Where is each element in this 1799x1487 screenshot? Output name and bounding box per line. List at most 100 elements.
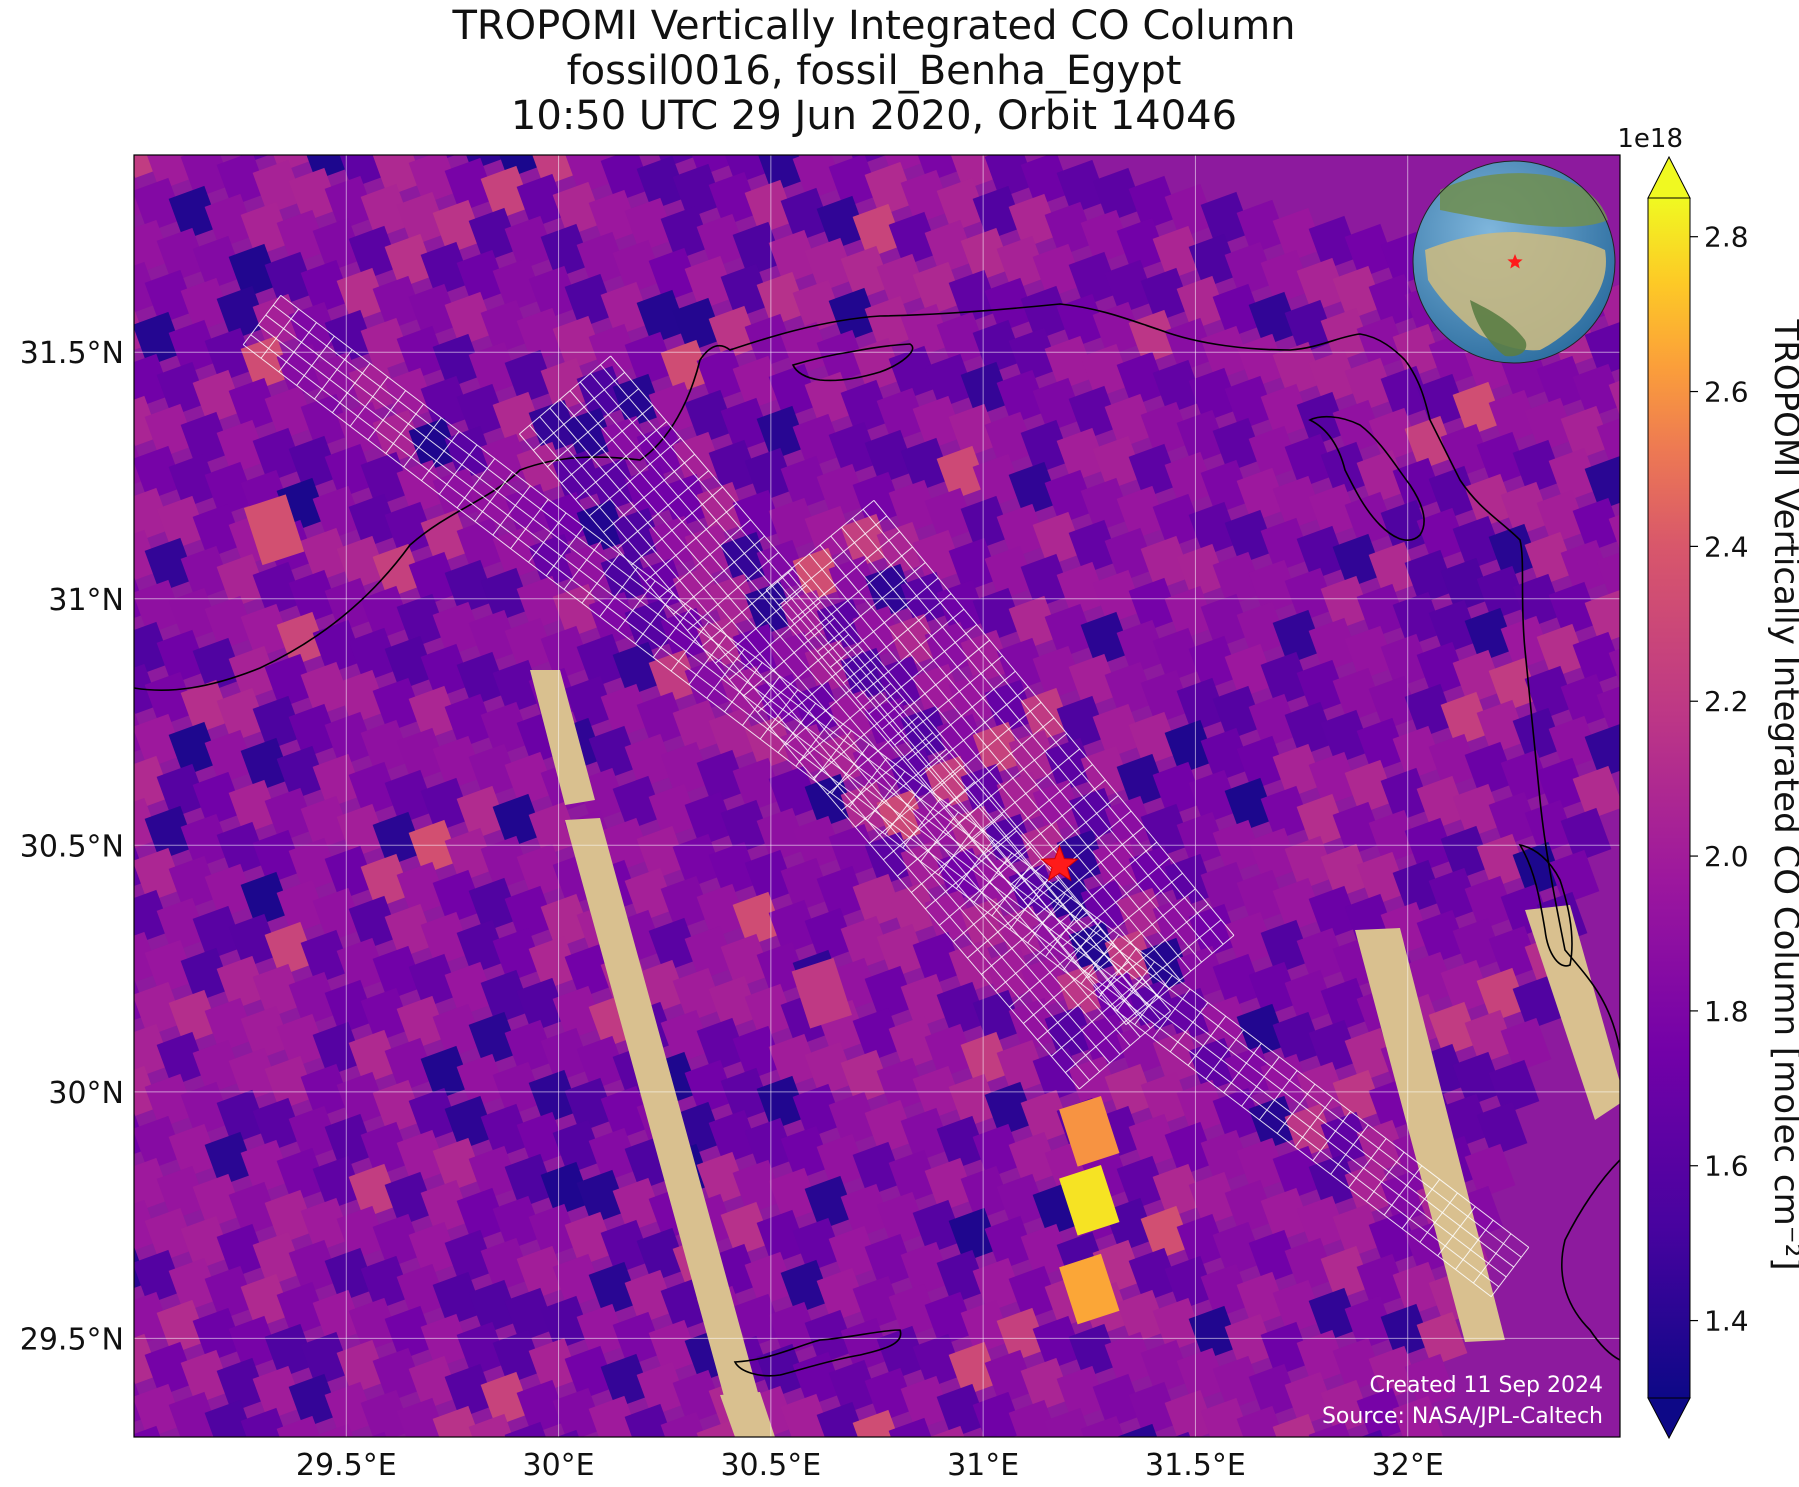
co-pixel <box>468 341 520 397</box>
co-pixel <box>756 1343 808 1399</box>
co-pixel <box>457 1456 508 1487</box>
co-pixel <box>624 733 676 789</box>
co-pixel <box>288 435 340 491</box>
co-pixel <box>1392 859 1444 915</box>
co-pixel <box>1200 727 1252 783</box>
co-pixel <box>684 925 736 981</box>
co-pixel <box>1500 615 1552 671</box>
co-pixel <box>1236 467 1288 523</box>
co-pixel <box>324 175 376 231</box>
co-pixel <box>1128 175 1180 231</box>
co-pixel <box>504 1421 556 1437</box>
co-pixel <box>444 1095 496 1151</box>
co-pixel <box>204 729 256 785</box>
co-pixel <box>624 197 676 253</box>
co-pixel <box>276 209 328 265</box>
co-pixel <box>1212 685 1264 741</box>
co-pixel <box>720 1067 772 1123</box>
co-pixel <box>1452 1051 1504 1107</box>
footprint-mesh <box>519 355 1171 1090</box>
co-pixel <box>924 353 976 409</box>
co-pixel <box>384 1037 436 1093</box>
co-pixel <box>372 275 424 331</box>
co-pixel <box>1176 945 1228 1001</box>
co-pixel <box>1476 431 1528 487</box>
co-pixel <box>61 1234 112 1288</box>
co-pixel <box>1368 541 1420 597</box>
co-pixel <box>360 183 412 239</box>
co-pixel <box>504 1019 556 1075</box>
co-pixel <box>960 897 1012 953</box>
co-pixel <box>972 1391 1024 1437</box>
co-pixel <box>480 1371 532 1427</box>
co-pixel <box>348 1163 400 1219</box>
title-line-3: 10:50 UTC 29 Jun 2020, Orbit 14046 <box>510 93 1238 139</box>
co-pixel <box>828 1091 880 1147</box>
co-pixel <box>456 517 508 573</box>
co-pixel <box>1392 725 1444 781</box>
co-pixel <box>720 155 772 185</box>
co-pixel <box>912 395 964 451</box>
co-pixel <box>216 285 268 341</box>
co-pixel <box>444 559 496 615</box>
co-pixel <box>252 427 304 483</box>
co-pixel <box>432 1405 484 1437</box>
lat-tick-label: 31°N <box>48 583 124 618</box>
co-pixel <box>1584 723 1620 779</box>
co-pixel <box>876 155 928 175</box>
co-pixel <box>1260 1187 1312 1243</box>
co-pixel <box>336 1339 388 1395</box>
bare-ground-swath <box>720 1392 775 1437</box>
co-pixel <box>1452 649 1504 705</box>
co-pixel <box>324 979 376 1035</box>
co-pixel <box>300 795 352 851</box>
co-pixel <box>804 1041 856 1097</box>
co-pixel <box>1248 693 1300 749</box>
co-pixel <box>1032 377 1084 433</box>
co-pixel <box>1212 551 1264 607</box>
co-pixel <box>1116 619 1168 675</box>
co-pixel <box>948 1073 1000 1129</box>
co-pixel <box>73 656 124 710</box>
co-pixel <box>864 1233 916 1289</box>
co-pixel <box>1284 567 1336 623</box>
co-pixel <box>134 571 148 627</box>
co-pixel <box>144 805 196 861</box>
co-pixel <box>432 869 484 925</box>
co-pixel <box>996 1173 1048 1229</box>
co-pixel <box>288 1239 340 1295</box>
co-pixel <box>1116 1289 1168 1345</box>
co-pixel <box>1296 793 1348 849</box>
co-pixel <box>972 185 1024 241</box>
colorbar: 1.4 1.6 1.8 2.0 2.2 2.4 2.6 2.8 1e18 TROPOMI Ve… <box>1617 124 1799 1440</box>
co-pixel <box>876 789 928 845</box>
co-pixel <box>168 855 220 911</box>
co-pixel <box>288 703 340 759</box>
co-pixel <box>420 1045 472 1101</box>
co-pixel <box>134 1065 160 1121</box>
co-pixel <box>134 755 172 811</box>
co-pixel <box>61 1368 112 1422</box>
co-pixel <box>432 1271 484 1327</box>
co-pixel <box>1212 953 1264 1009</box>
co-pixel <box>264 921 316 977</box>
co-pixel <box>134 621 172 677</box>
co-pixel <box>134 981 184 1037</box>
co-pixel <box>984 411 1036 467</box>
co-pixel <box>216 419 268 475</box>
co-pixel <box>624 1403 676 1437</box>
co-pixel <box>252 695 304 751</box>
co-pixel <box>840 1049 892 1105</box>
co-pixel <box>134 931 160 987</box>
title-line-2: fossil0016, fossil_Benha_Egypt <box>566 48 1182 94</box>
co-hotspot-pixel <box>791 957 852 1029</box>
co-pixel <box>720 397 772 453</box>
co-pixel <box>1092 435 1144 491</box>
co-pixel <box>313 84 364 138</box>
co-pixel <box>264 653 316 709</box>
co-pixel <box>1140 1339 1192 1395</box>
co-pixel <box>768 497 820 553</box>
co-pixel <box>720 531 772 587</box>
co-pixel <box>421 1448 472 1487</box>
co-pixel <box>1428 1001 1480 1057</box>
